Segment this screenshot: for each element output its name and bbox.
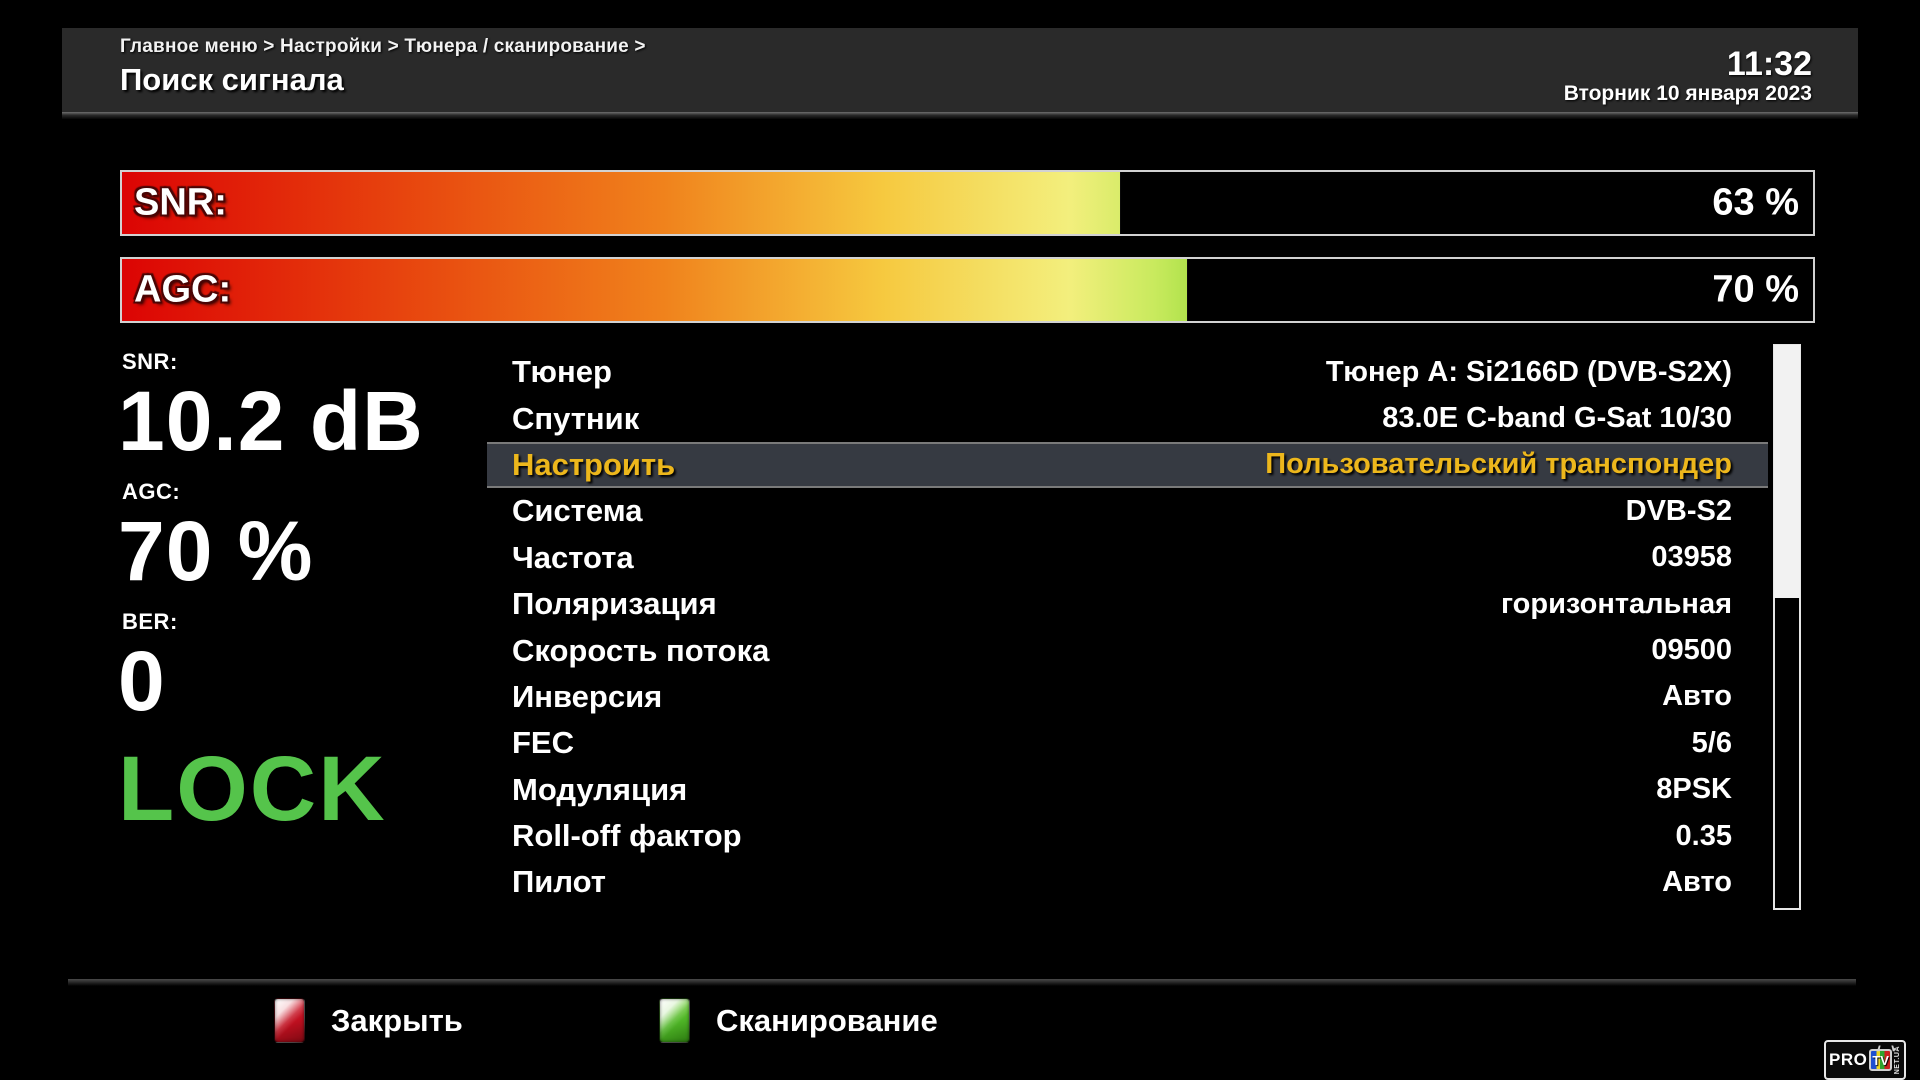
logo-tv-text: TV bbox=[1872, 1052, 1889, 1068]
snr-bar-cover bbox=[1119, 172, 1813, 234]
protv-logo: PRO TV NET.UA bbox=[1824, 1040, 1906, 1080]
menu-scrollbar-thumb[interactable] bbox=[1774, 345, 1800, 598]
ber-stat-value: 0 bbox=[118, 634, 166, 728]
breadcrumb: Главное меню > Настройки > Тюнера / скан… bbox=[120, 36, 646, 57]
snr-signal-bar: SNR: 63 % bbox=[120, 170, 1815, 236]
menu-item-label: Система bbox=[512, 493, 643, 529]
close-button[interactable]: Закрыть bbox=[274, 998, 463, 1043]
menu-item-label: Модуляция bbox=[512, 771, 688, 807]
menu-item-value: 5/6 bbox=[1691, 726, 1732, 759]
menu-row-pilot[interactable]: Пилот Авто bbox=[487, 859, 1768, 905]
menu-item-value: 09500 bbox=[1651, 634, 1732, 667]
menu-row-tuner[interactable]: Тюнер Тюнер A: Si2166D (DVB-S2X) bbox=[487, 349, 1768, 395]
logo-pro-text: PRO bbox=[1829, 1050, 1868, 1069]
menu-row-fec[interactable]: FEC 5/6 bbox=[487, 720, 1768, 766]
menu-item-value: Тюнер A: Si2166D (DVB-S2X) bbox=[1325, 355, 1732, 388]
agc-stat-value: 70 % bbox=[118, 504, 314, 598]
clock-time: 11:32 bbox=[1726, 45, 1812, 83]
agc-stat-label: AGC: bbox=[122, 479, 181, 504]
menu-item-value: Авто bbox=[1662, 865, 1732, 898]
menu-row-system[interactable]: Система DVB-S2 bbox=[487, 488, 1768, 534]
signal-stats: SNR: 10.2 dB AGC: 70 % BER: 0 LOCK bbox=[118, 349, 492, 835]
snr-stat-value: 10.2 dB bbox=[118, 374, 424, 468]
clock: 11:32 Вторник 10 января 2023 bbox=[1564, 46, 1812, 106]
menu-item-value: DVB-S2 bbox=[1625, 494, 1732, 527]
snr-bar-value: 63 % bbox=[1712, 181, 1799, 224]
menu-item-label: Пилот bbox=[512, 864, 606, 900]
menu-item-value: 8PSK bbox=[1656, 773, 1732, 806]
clock-date: Вторник 10 января 2023 bbox=[1563, 82, 1812, 105]
menu-item-value: 83.0E C-band G-Sat 10/30 bbox=[1382, 402, 1732, 435]
menu-row-symbol-rate[interactable]: Скорость потока 09500 bbox=[487, 627, 1768, 673]
ber-stat-label: BER: bbox=[122, 609, 178, 634]
footer-divider bbox=[68, 979, 1856, 986]
menu-row-rolloff[interactable]: Roll-off фактор 0.35 bbox=[487, 813, 1768, 859]
menu-row-modulation[interactable]: Модуляция 8PSK bbox=[487, 767, 1768, 813]
menu-row-polarization[interactable]: Поляризация горизонтальная bbox=[487, 581, 1768, 627]
header: Главное меню > Настройки > Тюнера / скан… bbox=[62, 28, 1858, 119]
footer-keybar: Закрыть Сканирование bbox=[0, 998, 1920, 1050]
agc-bar-label: AGC: bbox=[134, 268, 232, 311]
menu-item-value: Авто bbox=[1662, 680, 1732, 713]
menu-item-label: Roll-off фактор bbox=[512, 818, 742, 854]
menu-item-value: 03958 bbox=[1651, 541, 1732, 574]
menu-row-frequency[interactable]: Частота 03958 bbox=[487, 535, 1768, 581]
menu-row-satellite[interactable]: Спутник 83.0E C-band G-Sat 10/30 bbox=[487, 395, 1768, 441]
menu-item-label: Поляризация bbox=[512, 586, 717, 622]
snr-stat-label: SNR: bbox=[122, 349, 178, 374]
agc-signal-bar: AGC: 70 % bbox=[120, 257, 1815, 323]
menu-item-label: Настроить bbox=[512, 446, 676, 482]
agc-bar-value: 70 % bbox=[1712, 268, 1799, 311]
menu-row-configure-selected[interactable]: Настроить Пользовательский транспондер bbox=[487, 441, 1768, 489]
scan-button[interactable]: Сканирование bbox=[659, 998, 938, 1043]
menu-item-label: FEC bbox=[512, 725, 574, 761]
green-key-icon bbox=[659, 998, 690, 1043]
menu-item-label: Инверсия bbox=[512, 678, 663, 714]
snr-bar-label: SNR: bbox=[134, 181, 227, 224]
tv-icon: TV bbox=[1869, 1049, 1892, 1071]
menu-item-label: Тюнер bbox=[512, 354, 612, 390]
menu-item-label: Скорость потока bbox=[512, 632, 770, 668]
menu-item-value: Пользовательский транспондер bbox=[1265, 448, 1732, 481]
menu-row-inversion[interactable]: Инверсия Авто bbox=[487, 674, 1768, 720]
menu-item-label: Спутник bbox=[512, 400, 640, 436]
scan-button-label: Сканирование bbox=[716, 1002, 938, 1038]
lock-status: LOCK bbox=[118, 738, 387, 840]
tuner-menu: Тюнер Тюнер A: Si2166D (DVB-S2X) Спутник… bbox=[487, 349, 1768, 906]
red-key-icon bbox=[274, 998, 305, 1043]
menu-item-value: горизонтальная bbox=[1500, 587, 1732, 620]
menu-item-label: Частота bbox=[512, 539, 634, 575]
page-title: Поиск сигнала bbox=[120, 62, 344, 97]
logo-net-text: NET.UA bbox=[1894, 1045, 1901, 1075]
close-button-label: Закрыть bbox=[331, 1002, 463, 1038]
menu-item-value: 0.35 bbox=[1675, 819, 1732, 852]
menu-scrollbar[interactable] bbox=[1773, 344, 1801, 910]
agc-bar-cover bbox=[1187, 259, 1813, 321]
